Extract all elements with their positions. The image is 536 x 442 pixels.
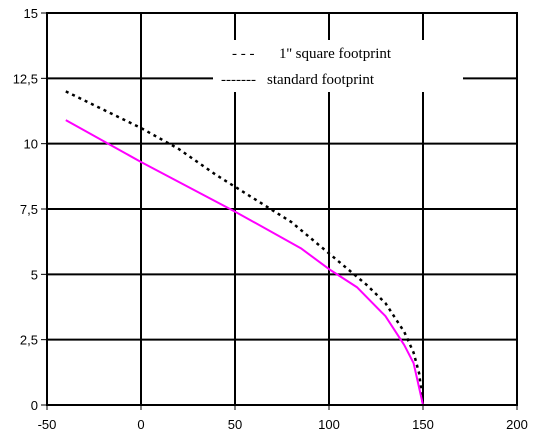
axes bbox=[41, 12, 518, 410]
y-tick-label: 0 bbox=[31, 398, 38, 413]
legend-label-1: 1'' square footprint bbox=[279, 46, 392, 62]
series-lines bbox=[65, 90, 425, 406]
legend-box bbox=[213, 40, 463, 92]
x-tick-label: 200 bbox=[506, 417, 528, 432]
y-tick-label: 12,5 bbox=[13, 71, 38, 86]
x-tick-label: 50 bbox=[228, 417, 242, 432]
legend-label-2: standard footprint bbox=[267, 72, 375, 88]
x-tick-label: -50 bbox=[38, 417, 57, 432]
y-tick-label: 5 bbox=[31, 267, 38, 282]
y-tick-label: 10 bbox=[24, 137, 38, 152]
x-tick-label: 100 bbox=[318, 417, 340, 432]
legend-marker-2: ------- bbox=[221, 72, 256, 88]
plot-frame bbox=[46, 12, 518, 406]
y-tick-label: 15 bbox=[24, 6, 38, 21]
legend: - - - 1'' square footprint ------- stand… bbox=[213, 40, 463, 92]
y-tick-label: 7,5 bbox=[20, 202, 38, 217]
legend-marker-1: - - - bbox=[232, 46, 255, 62]
x-tick-label: 150 bbox=[412, 417, 434, 432]
y-tick-label: 2,5 bbox=[20, 333, 38, 348]
x-tick-label: 0 bbox=[137, 417, 144, 432]
series-line-2 bbox=[65, 119, 424, 406]
